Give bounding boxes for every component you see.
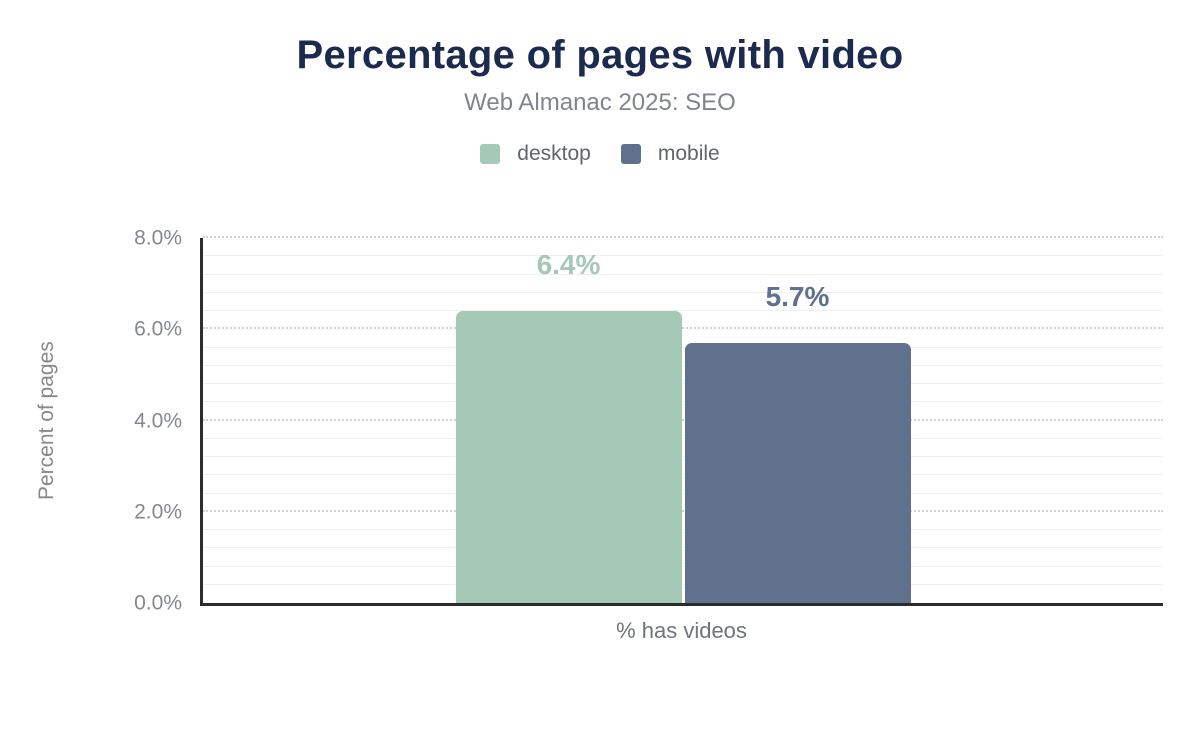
bar-group: 6.4% 5.7%	[203, 238, 1163, 603]
bar-value-label-mobile: 5.7%	[765, 280, 830, 312]
minor-gridline	[203, 547, 1163, 549]
minor-gridline	[203, 273, 1163, 275]
bar-value-label-desktop: 6.4%	[536, 249, 601, 280]
minor-gridline	[203, 492, 1163, 494]
y-tick-label: 6.0%	[134, 317, 182, 341]
major-gridline	[203, 236, 1163, 238]
y-tick-label: 8.0%	[134, 226, 182, 250]
x-axis-category-label: % has videos	[616, 618, 747, 643]
minor-gridline	[203, 364, 1163, 366]
desktop-swatch-icon	[480, 143, 501, 164]
minor-gridline	[203, 565, 1163, 567]
mobile-swatch-icon	[620, 143, 641, 164]
minor-gridline	[203, 474, 1163, 476]
y-tick-label: 2.0%	[134, 500, 182, 524]
major-gridline	[203, 509, 1163, 512]
legend-item-mobile[interactable]: mobile	[620, 142, 720, 165]
legend: desktop mobile	[0, 143, 1200, 164]
major-gridline	[203, 327, 1163, 330]
minor-gridline	[203, 529, 1163, 530]
minor-gridline	[203, 255, 1163, 257]
minor-gridline	[203, 456, 1163, 457]
minor-gridline	[203, 346, 1163, 348]
chart-subtitle: Web Almanac 2025: SEO	[464, 89, 736, 116]
chart-title: Percentage of pages with video	[296, 33, 904, 77]
y-tick-label: 4.0%	[134, 409, 182, 432]
legend-label-mobile: mobile	[657, 142, 720, 165]
minor-gridline	[203, 310, 1163, 311]
minor-gridline	[203, 383, 1163, 384]
y-axis-ticks: 0.0% 2.0% 4.0% 6.0% 8.0%	[0, 228, 190, 614]
major-gridline	[203, 418, 1163, 421]
minor-gridline	[203, 437, 1163, 439]
minor-gridline	[203, 291, 1163, 293]
legend-item-desktop[interactable]: desktop	[480, 143, 591, 164]
legend-label-desktop: desktop	[517, 142, 591, 165]
y-tick-label: 0.0%	[134, 591, 182, 615]
plot-area: 6.4% 5.7%	[200, 236, 1163, 606]
minor-gridline	[203, 583, 1163, 585]
minor-gridline	[203, 401, 1163, 403]
bar-mobile[interactable]: 5.7%	[684, 282, 911, 603]
bar-desktop[interactable]: 6.4%	[455, 251, 682, 603]
